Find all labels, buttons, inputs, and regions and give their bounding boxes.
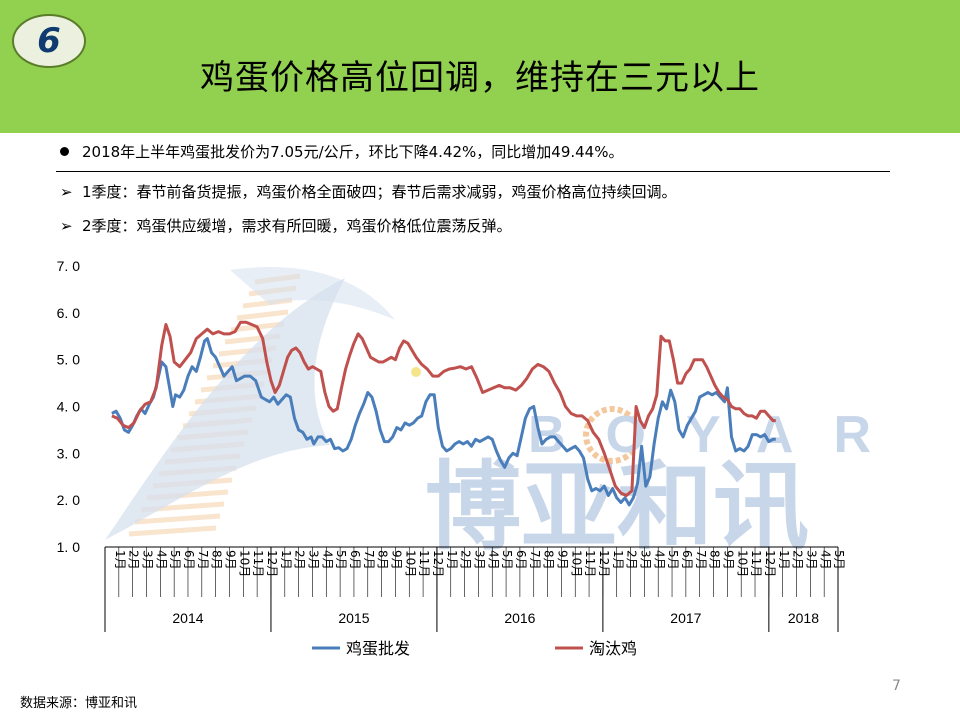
month-tick-label: 8月 — [542, 550, 556, 570]
month-tick-label: 1月 — [279, 550, 293, 570]
watermark-bird-shape — [105, 278, 345, 540]
bullet-q1: ➢ 1季度：春节前备货提振，鸡蛋价格全面破四；春节后需求减弱，鸡蛋价格高位持续回调… — [60, 181, 677, 202]
month-tick-label: 6月 — [680, 550, 694, 570]
month-tick-label: 1月 — [113, 550, 127, 570]
month-tick-label: 12月 — [431, 550, 445, 577]
series-line-egg-wholesale — [111, 337, 776, 507]
legend-label: 鸡蛋批发 — [346, 639, 410, 658]
month-tick-label: 4月 — [652, 550, 666, 570]
month-tick-label: 7月 — [694, 550, 708, 570]
month-tick-label: 3月 — [473, 550, 487, 570]
month-tick-label: 5月 — [666, 550, 680, 570]
bullet-q1-text: 1季度：春节前备货提振，鸡蛋价格全面破四；春节后需求减弱，鸡蛋价格高位持续回调。 — [82, 183, 677, 201]
slide-number-badge: 6 — [12, 14, 86, 68]
month-tick-label: 10月 — [237, 550, 251, 577]
month-tick-label: 6月 — [348, 550, 362, 570]
watermark-wing-shape — [230, 267, 395, 320]
y-tick-label: 4. 0 — [57, 399, 81, 415]
watermark-egg-dot — [411, 367, 421, 377]
data-source-note: 数据来源：博亚和讯 — [20, 696, 138, 711]
month-tick-label: 3月 — [638, 550, 652, 570]
year-label: 2014 — [172, 610, 203, 626]
month-tick-label: 9月 — [721, 550, 735, 570]
year-label: 2016 — [504, 610, 535, 626]
bullet-summary: 2018年上半年鸡蛋批发价为7.05元/公斤，环比下降4.42%，同比增加49.… — [60, 141, 623, 162]
arrow-bullet-icon: ➢ — [60, 183, 73, 201]
slide-title: 鸡蛋价格高位回调，维持在三元以上 — [200, 58, 760, 98]
month-tick-label: 8月 — [376, 550, 390, 570]
month-tick-label: 12月 — [265, 550, 279, 577]
bullet-q2: ➢ 2季度：鸡蛋供应缓增，需求有所回暖，鸡蛋价格低位震荡反弹。 — [60, 215, 512, 236]
y-tick-label: 7. 0 — [57, 258, 81, 274]
year-label: 2017 — [670, 610, 701, 626]
plot-area: 1. 02. 03. 04. 05. 06. 07. 01月 2月 3月 4月 5月 6月… — [57, 258, 846, 658]
month-tick-label: 10月 — [735, 550, 749, 577]
bullet-summary-text: 2018年上半年鸡蛋批发价为7.05元/公斤，环比下降4.42%，同比增加49.… — [82, 143, 624, 161]
month-tick-label: 4月 — [486, 550, 500, 570]
month-tick-label: 6月 — [182, 550, 196, 570]
arrow-bullet-icon: ➢ — [60, 217, 73, 235]
watermark-cn-text: 博亚和讯 — [425, 451, 809, 563]
bullet-q2-text: 2季度：鸡蛋供应缓增，需求有所回暖，鸡蛋价格低位震荡反弹。 — [82, 217, 512, 235]
y-tick-label: 6. 0 — [57, 305, 81, 321]
y-tick-label: 1. 0 — [57, 539, 81, 555]
watermark-stripe — [128, 525, 217, 537]
bullet-dot-icon — [60, 147, 69, 156]
watermark-en-text: BOYAR — [528, 406, 911, 464]
month-tick-label: 4月 — [154, 550, 168, 570]
month-tick-label: 5月 — [832, 550, 846, 570]
divider — [56, 171, 890, 172]
month-tick-label: 9月 — [390, 550, 404, 570]
month-tick-label: 4月 — [320, 550, 334, 570]
price-line-chart: BOYAR 博亚和讯 1. 0 2. 0 3. 0 4. 0 5. 0 6. 0 7. 0 1… — [57, 258, 911, 658]
month-tick-label: 2月 — [459, 550, 473, 570]
y-tick-label: 5. 0 — [57, 352, 81, 368]
month-tick-label: 7月 — [528, 550, 542, 570]
month-tick-label: 6月 — [514, 550, 528, 570]
boyar-watermark-logo: BOYAR 博亚和讯 — [105, 267, 911, 563]
month-tick-label: 2月 — [127, 550, 141, 570]
title-banner: 6 鸡蛋价格高位回调，维持在三元以上 — [0, 0, 960, 133]
month-tick-label: 9月 — [224, 550, 238, 570]
month-tick-label: 12月 — [763, 550, 777, 577]
month-tick-label: 3月 — [141, 550, 155, 570]
month-tick-label: 1月 — [777, 550, 791, 570]
month-tick-label: 2月 — [791, 550, 805, 570]
month-tick-label: 8月 — [708, 550, 722, 570]
y-tick-label: 2. 0 — [57, 492, 81, 508]
month-tick-label: 11月 — [417, 550, 431, 577]
year-label: 2018 — [788, 610, 819, 626]
page-number: 7 — [892, 678, 901, 694]
month-tick-label: 2月 — [293, 550, 307, 570]
month-tick-label: 5月 — [500, 550, 514, 570]
watermark-stripe — [236, 309, 289, 321]
month-tick-label: 3月 — [804, 550, 818, 570]
month-tick-label: 9月 — [555, 550, 569, 570]
series-line-culled-hen — [111, 320, 776, 497]
year-label: 2015 — [338, 610, 369, 626]
month-tick-label: 7月 — [362, 550, 376, 570]
month-tick-label: 11月 — [583, 550, 597, 577]
month-tick-label: 10月 — [569, 550, 583, 577]
month-tick-label: 7月 — [196, 550, 210, 570]
month-tick-label: 5月 — [334, 550, 348, 570]
legend-label: 淘汰鸡 — [589, 639, 637, 658]
month-tick-label: 2月 — [625, 550, 639, 570]
month-tick-label: 1月 — [611, 550, 625, 570]
y-tick-label: 3. 0 — [57, 445, 81, 461]
month-tick-label: 10月 — [403, 550, 417, 577]
month-tick-label: 3月 — [307, 550, 321, 570]
month-tick-label: 8月 — [210, 550, 224, 570]
month-tick-label: 12月 — [597, 550, 611, 577]
month-tick-label: 11月 — [251, 550, 265, 577]
month-tick-label: 5月 — [168, 550, 182, 570]
month-tick-label: 4月 — [818, 550, 832, 570]
watermark-stripe — [134, 513, 221, 525]
watermark-sun-icon — [583, 406, 641, 464]
month-tick-label: 11月 — [749, 550, 763, 577]
month-tick-label: 1月 — [445, 550, 459, 570]
